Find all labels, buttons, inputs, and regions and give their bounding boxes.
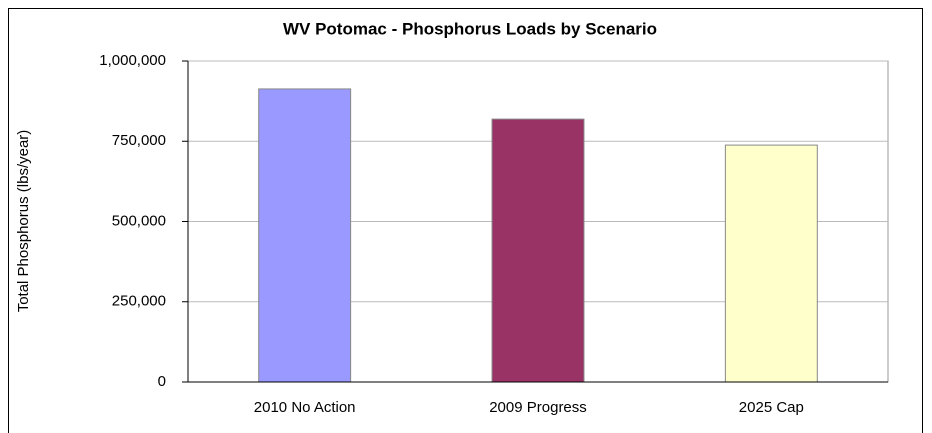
y-axis-label: Total Phosphorus (lbs/year): [15, 130, 32, 313]
x-tick-label: 2010 No Action: [254, 399, 356, 416]
bar: [491, 118, 585, 383]
chart-title: WV Potomac - Phosphorus Loads by Scenari…: [283, 19, 657, 38]
y-tick-label: 250,000: [112, 293, 166, 310]
y-tick-label: 750,000: [112, 132, 166, 149]
x-tick-label: 2025 Cap: [739, 399, 804, 416]
y-tick-label: 500,000: [112, 212, 166, 229]
x-tick-label: 2009 Progress: [489, 399, 587, 416]
y-tick-label: 1,000,000: [99, 52, 166, 69]
y-tick-label: 0: [158, 373, 166, 390]
bar: [258, 88, 352, 383]
bar: [724, 144, 818, 383]
